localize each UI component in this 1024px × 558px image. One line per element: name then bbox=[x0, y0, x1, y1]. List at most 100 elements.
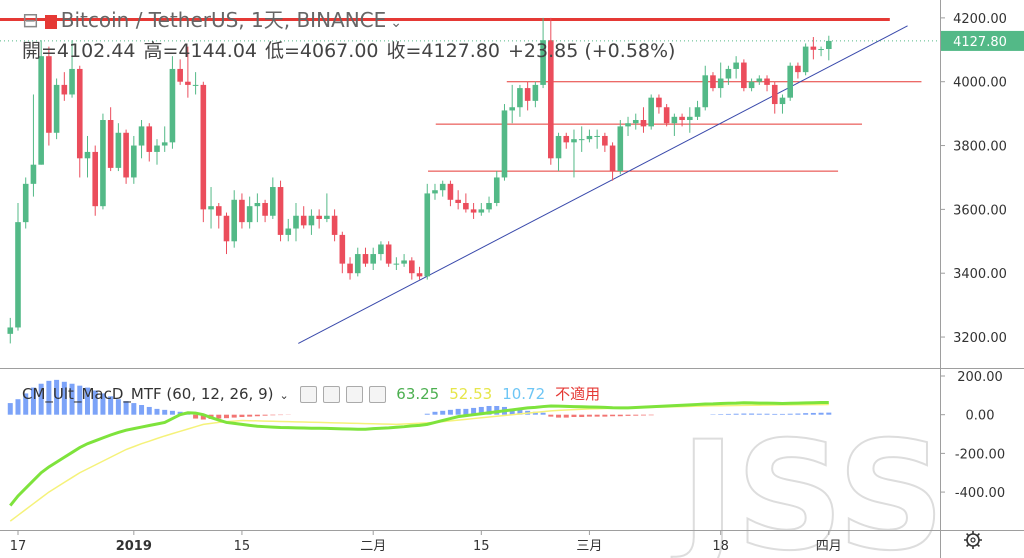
histogram-bar bbox=[556, 414, 562, 418]
histogram-bar bbox=[154, 408, 160, 415]
indicator-source-button[interactable] bbox=[345, 386, 363, 403]
histogram-bar bbox=[447, 409, 453, 415]
x-tick-label: 15 bbox=[234, 539, 251, 554]
candle-body bbox=[308, 215, 315, 226]
histogram-bar bbox=[77, 385, 83, 415]
candle-body bbox=[123, 132, 129, 178]
histogram-bar bbox=[509, 408, 515, 415]
last-price-label: 4127.80 bbox=[953, 35, 1007, 50]
candle-body bbox=[69, 68, 75, 95]
candle-body bbox=[509, 107, 516, 111]
indicator-title[interactable]: CM_Ult_MacD_MTF (60, 12, 26, 9) bbox=[22, 385, 274, 403]
candle-body bbox=[200, 84, 207, 210]
candle-body bbox=[470, 209, 477, 213]
histogram-bar bbox=[7, 403, 13, 415]
histogram-bar bbox=[795, 413, 801, 415]
histogram-bar bbox=[602, 414, 608, 417]
histogram-bar bbox=[54, 379, 60, 415]
histogram-bar bbox=[84, 387, 90, 415]
watermark: JSS bbox=[671, 410, 945, 558]
histogram-bar bbox=[23, 393, 29, 415]
candle-body bbox=[223, 215, 230, 242]
candle-body bbox=[215, 206, 222, 216]
histogram-bar bbox=[115, 399, 121, 415]
histogram-bar bbox=[146, 406, 152, 415]
histogram-bar bbox=[733, 413, 739, 415]
settings-icon[interactable] bbox=[964, 531, 982, 549]
y-tick-label: -400.00 bbox=[955, 486, 1005, 501]
candle-body bbox=[239, 199, 245, 223]
histogram-bar bbox=[486, 405, 492, 415]
ohlc-legend: 開=4102.44 高=4144.04 低=4067.00 收=4127.80 +23.… bbox=[22, 36, 683, 63]
macd-line bbox=[9, 400, 829, 507]
y-tick-label: 4200.00 bbox=[953, 12, 1007, 27]
histogram-bar bbox=[169, 410, 175, 415]
signal-line bbox=[9, 403, 829, 522]
candle-body bbox=[354, 254, 361, 274]
high-label: 高=4144.04 bbox=[143, 40, 258, 62]
candle-body bbox=[53, 84, 60, 133]
histogram-bar bbox=[787, 413, 793, 415]
x-tick-label: 二月 bbox=[360, 539, 386, 554]
histogram-bar bbox=[270, 414, 276, 416]
candle-body bbox=[632, 120, 639, 124]
histogram-bar bbox=[586, 414, 592, 417]
candle-body bbox=[115, 132, 122, 168]
x-tick-label: 四月 bbox=[816, 539, 842, 554]
histogram-bar bbox=[749, 413, 755, 415]
symbol-header[interactable]: ⊟ Bitcoin / TetherUS, 1天, BINANCE ⌄ bbox=[22, 8, 403, 32]
candle-body bbox=[609, 145, 616, 172]
y-tick-label: 3400.00 bbox=[953, 267, 1007, 282]
histogram-bar bbox=[810, 412, 816, 415]
indicator-eye-button[interactable] bbox=[299, 386, 317, 403]
candle-body bbox=[571, 139, 577, 143]
y-tick-label: 0.00 bbox=[966, 409, 995, 424]
histogram-bar bbox=[131, 403, 137, 415]
histogram-bar bbox=[193, 414, 199, 419]
candle-body bbox=[694, 107, 701, 117]
candle-body bbox=[146, 126, 153, 152]
candle-body bbox=[76, 68, 83, 159]
histogram-bar bbox=[772, 413, 778, 415]
candle-body bbox=[486, 202, 492, 210]
close-label: 收=4127.80 bbox=[386, 40, 501, 62]
candle-body bbox=[493, 177, 500, 203]
indicator-close-button[interactable] bbox=[368, 386, 386, 403]
histogram-bar bbox=[123, 401, 129, 415]
candle-body bbox=[548, 40, 554, 159]
candle-body bbox=[246, 206, 253, 223]
histogram-bar bbox=[741, 413, 747, 415]
histogram-bar bbox=[92, 390, 98, 415]
candle-body bbox=[262, 202, 268, 216]
histogram-bar bbox=[463, 408, 469, 415]
symbol-icon bbox=[44, 14, 57, 29]
histogram-bar bbox=[61, 381, 67, 415]
indicator-value: 不適用 bbox=[555, 385, 601, 403]
histogram-bar bbox=[571, 414, 577, 418]
candle-body bbox=[501, 110, 508, 178]
x-tick-label: 2019 bbox=[116, 539, 152, 554]
candle-body bbox=[447, 183, 454, 200]
indicator-settings-button[interactable] bbox=[322, 386, 340, 403]
indicator-value: 10.72 bbox=[502, 385, 546, 403]
histogram-bar bbox=[223, 414, 229, 419]
candle-body bbox=[293, 215, 299, 229]
open-label: 開=4102.44 bbox=[22, 40, 136, 62]
candle-body bbox=[555, 135, 562, 159]
histogram-bar bbox=[108, 396, 114, 415]
y-tick-label: 3600.00 bbox=[953, 203, 1007, 218]
candle-body bbox=[22, 183, 29, 223]
candle-body bbox=[185, 81, 191, 85]
candle-body bbox=[46, 56, 52, 133]
y-tick-label: 3800.00 bbox=[953, 140, 1007, 155]
candle-body bbox=[192, 84, 199, 86]
histogram-bar bbox=[15, 399, 21, 415]
candle-body bbox=[717, 78, 724, 89]
candle-body bbox=[107, 120, 114, 168]
histogram-bar bbox=[517, 409, 523, 415]
candle-body bbox=[802, 46, 809, 73]
candle-body bbox=[771, 84, 778, 105]
x-tick-label: 17 bbox=[10, 539, 27, 554]
candle-body bbox=[208, 206, 214, 210]
